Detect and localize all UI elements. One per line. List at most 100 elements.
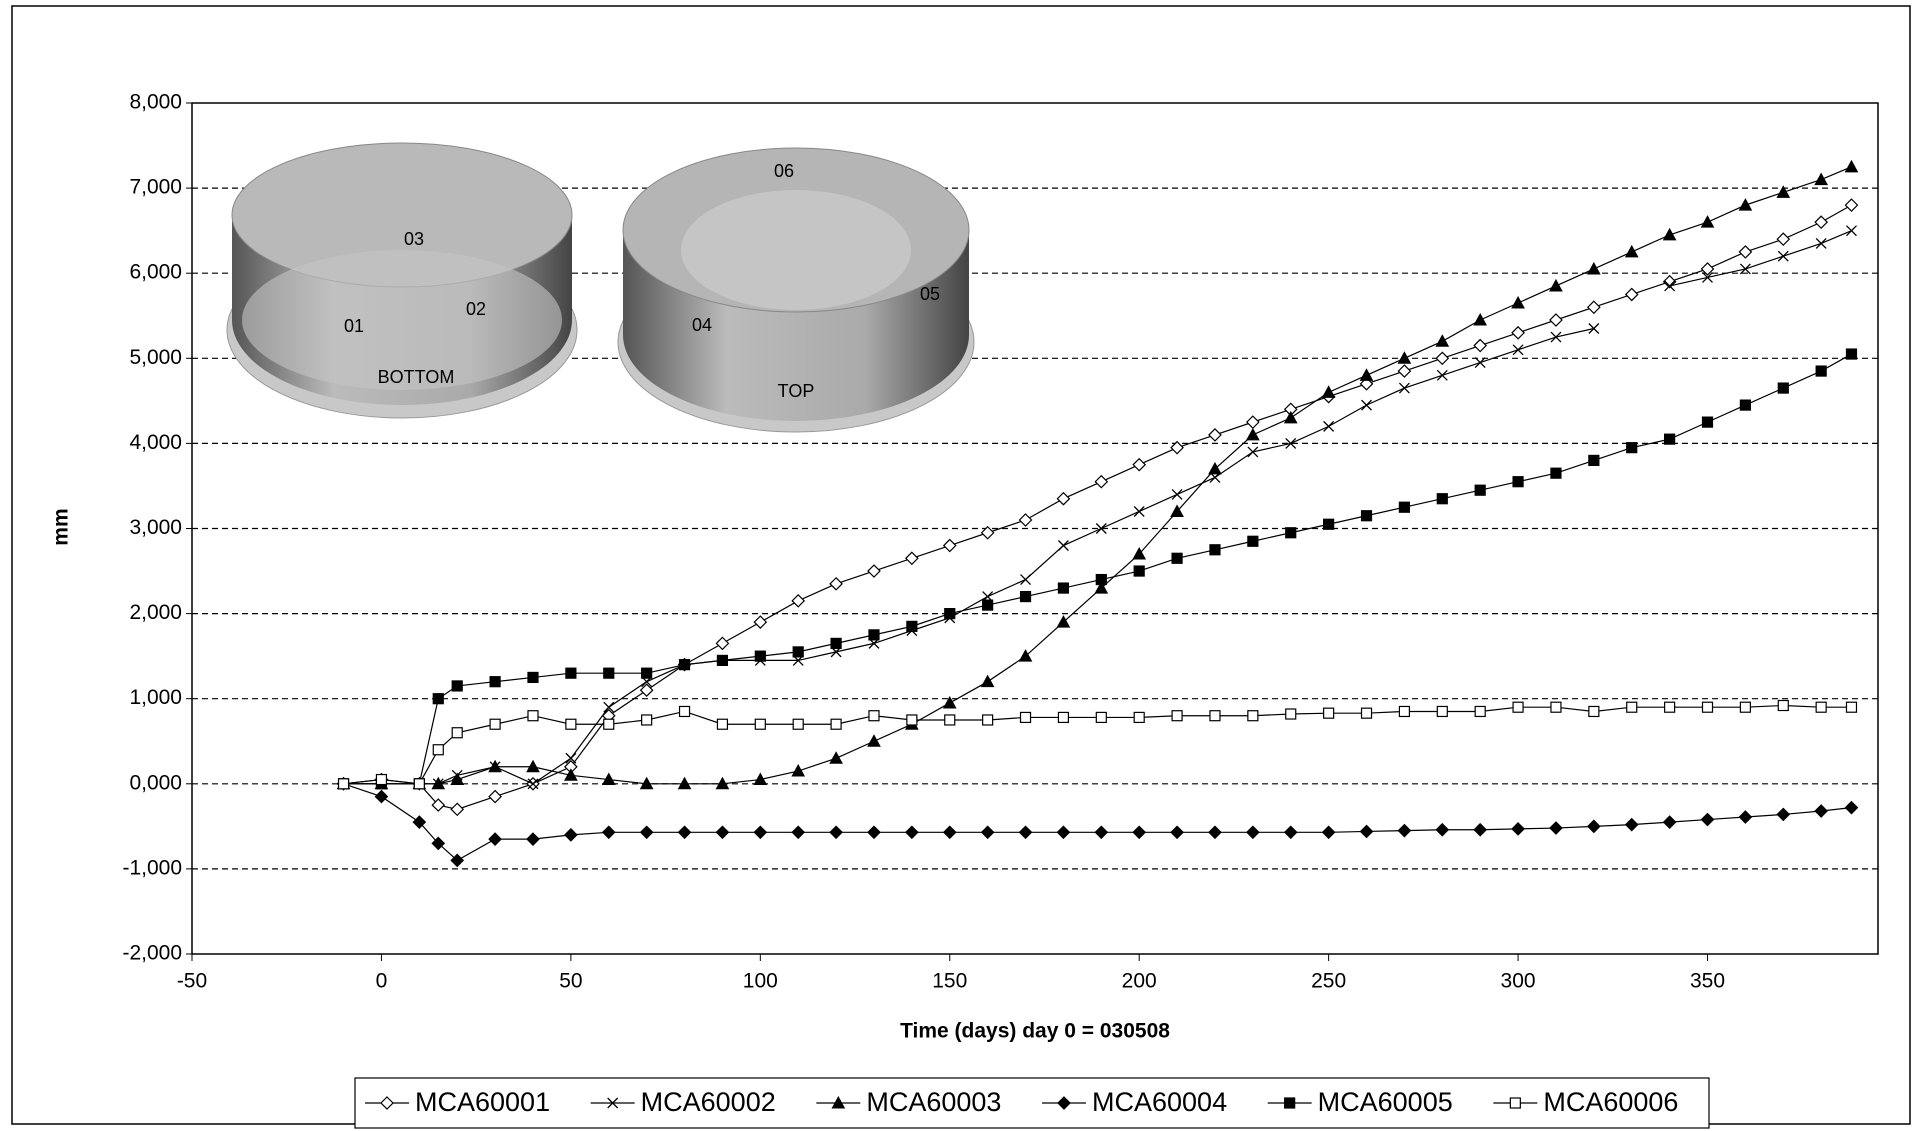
data-point [944,607,956,620]
data-point [906,714,918,726]
data-point [830,637,842,649]
legend-marker [1057,1096,1071,1110]
data-point [1664,433,1676,445]
legend-label: MCA60006 [1543,1087,1678,1117]
data-point [451,727,463,739]
legend-marker [380,1096,394,1110]
data-point [1511,295,1525,309]
data-point [1814,215,1829,229]
y-tick-label: 3,000 [129,516,182,539]
data-point [1397,823,1412,838]
data-point [603,701,615,713]
data-point [830,718,842,730]
data-point [1664,701,1676,713]
data-point [1436,705,1448,718]
data-point [754,650,766,662]
data-point [1435,334,1450,347]
sensor-label: 03 [404,229,424,249]
data-point [1586,300,1601,315]
data-point [488,832,502,846]
data-point [753,825,768,840]
data-point [1323,707,1335,719]
data-point [413,778,425,790]
sensor-label: 01 [344,316,364,336]
data-point [1359,368,1374,381]
data-point [1208,461,1222,475]
data-point [1056,825,1071,840]
data-point [489,718,501,730]
data-point [980,825,995,840]
data-point [1473,822,1488,837]
data-point [753,772,768,786]
data-point [1844,800,1859,815]
data-point [603,718,615,730]
data-point [1246,825,1260,840]
legend-label: MCA60001 [415,1087,550,1117]
data-point [791,763,806,777]
x-tick-label: 50 [559,970,582,993]
data-point [1321,385,1336,398]
data-point [1702,271,1713,283]
data-point [1133,506,1145,517]
tank-bottom [226,142,578,419]
data-point [1095,711,1107,724]
data-point [432,744,444,756]
data-point [1020,574,1031,586]
data-point [1247,710,1259,722]
data-point [1550,467,1562,479]
data-point [1398,382,1410,394]
x-axis-title: Time (days) day 0 = 030508 [900,1020,1170,1043]
data-point [488,759,502,773]
data-point [1094,825,1109,840]
data-point [1360,707,1373,719]
data-point [716,718,729,730]
data-point [944,714,956,726]
data-point [1624,287,1639,302]
data-point [1700,215,1715,228]
data-point [906,620,918,632]
data-point [1776,232,1791,247]
data-point [1701,701,1714,713]
data-point [1588,454,1600,467]
data-point [867,564,881,578]
data-point [1209,710,1221,722]
data-point [1398,705,1411,718]
y-tick-label: -2,000 [122,942,182,965]
data-point [1624,817,1639,832]
data-point [1776,185,1791,198]
data-point [716,654,729,667]
data-point [526,759,540,773]
data-point [1662,274,1677,289]
data-point [1473,338,1488,353]
tank-top [617,147,975,433]
data-point [829,825,843,840]
series-line [343,353,1852,785]
legend-marker [607,1097,619,1109]
data-point [1549,278,1563,292]
data-point [905,551,919,566]
data-point [431,798,446,812]
data-point [1285,527,1297,539]
data-point [639,683,654,698]
data-point [1360,510,1373,522]
data-point [564,828,578,842]
data-point [868,629,880,641]
tank-label: TOP [778,381,815,401]
data-point [1815,701,1827,713]
data-point [792,646,804,658]
data-point [1209,544,1221,556]
data-point [1814,804,1829,818]
data-point [1095,573,1107,586]
data-point [1171,552,1183,564]
data-point [1132,457,1147,472]
data-point [1057,711,1070,724]
data-point [412,815,427,829]
data-point [1323,420,1335,432]
data-point [527,671,539,684]
data-point [1283,825,1298,840]
data-point [641,667,653,679]
data-point [1549,313,1563,327]
data-point [1170,440,1184,455]
data-point [754,718,766,730]
